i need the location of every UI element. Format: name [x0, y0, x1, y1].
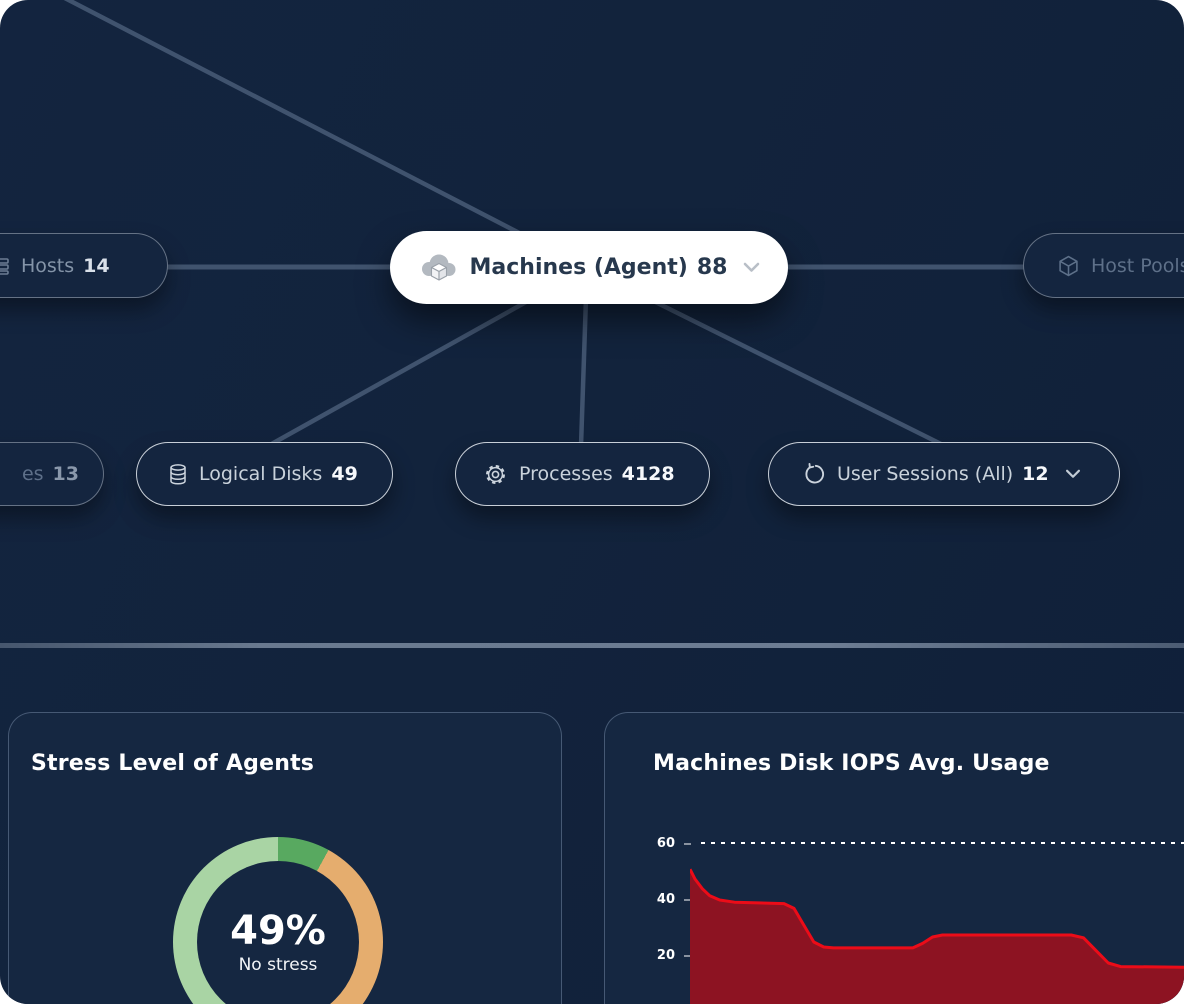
node-count: 4128 [621, 463, 675, 485]
node-label: Host Pools [1091, 254, 1184, 277]
chevron-down-icon[interactable] [1065, 469, 1081, 479]
node-processes[interactable]: Processes 4128 [455, 442, 710, 506]
stress-percentage: 49% [230, 907, 326, 954]
node-label: Processes [519, 463, 613, 485]
iops-area-chart [690, 868, 1184, 1004]
topology-connectors [0, 0, 1184, 449]
y-axis-tick-mark [684, 843, 691, 845]
node-label: es [21, 463, 44, 485]
node-count: 12 [1022, 463, 1049, 485]
y-axis-tick-label: 60 [656, 836, 675, 851]
node-machines-agent-selected[interactable]: Machines (Agent) 88 [390, 231, 788, 304]
node-count: 13 [52, 463, 79, 485]
cube-icon [1058, 255, 1079, 277]
node-label: User Sessions (All) [837, 463, 1014, 485]
node-count: 49 [331, 463, 358, 485]
stress-donut-center: 49% No stress [173, 837, 383, 1004]
node-truncated-left[interactable]: es 13 [0, 442, 104, 506]
stress-status-label: No stress [238, 954, 318, 975]
disk-iops-card: Machines Disk IOPS Avg. Usage 60 40 20 [604, 712, 1184, 1004]
node-host-pools[interactable]: Host Pools [1023, 233, 1184, 298]
cloud-cube-icon [418, 253, 458, 283]
node-label: Machines (Agent) [469, 255, 688, 280]
y-axis-tick-label: 20 [656, 948, 675, 963]
section-divider [0, 643, 1184, 648]
y-axis-tick-label: 40 [656, 892, 675, 907]
node-logical-disks[interactable]: Logical Disks 49 [136, 442, 393, 506]
node-hosts[interactable]: Hosts 14 [0, 233, 168, 298]
stress-level-card: Stress Level of Agents 49% No stress [8, 712, 562, 1004]
chevron-down-icon[interactable] [743, 262, 760, 273]
node-count: 14 [83, 254, 110, 277]
stress-donut-hole [197, 861, 359, 1004]
database-icon [169, 463, 187, 485]
node-count: 88 [696, 255, 728, 280]
card-title: Stress Level of Agents [31, 751, 315, 776]
node-user-sessions[interactable]: User Sessions (All) 12 [768, 442, 1120, 506]
y-axis-tick-mark [684, 899, 691, 901]
node-label: Logical Disks [199, 463, 323, 485]
gear-icon [484, 463, 507, 486]
y-axis-tick-mark [684, 955, 691, 957]
threshold-dashed-line [701, 842, 1184, 844]
session-refresh-icon [803, 463, 825, 485]
node-label: Hosts [21, 254, 75, 277]
card-title: Machines Disk IOPS Avg. Usage [653, 751, 1050, 776]
iops-area-line [690, 868, 1184, 969]
stress-donut-ring: 49% No stress [173, 837, 383, 1004]
server-icon [0, 257, 9, 275]
